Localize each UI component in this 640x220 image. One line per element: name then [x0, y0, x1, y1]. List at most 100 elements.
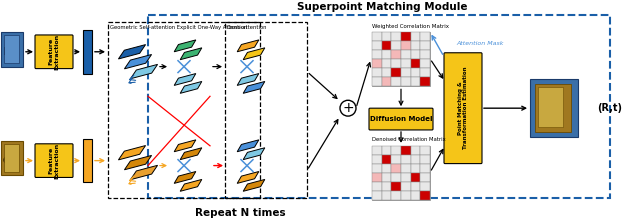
Bar — [420, 59, 430, 68]
Polygon shape — [118, 45, 145, 59]
Bar — [420, 164, 430, 173]
Bar — [381, 32, 391, 41]
Bar — [108, 22, 260, 198]
Text: +: + — [342, 101, 354, 115]
Bar — [391, 41, 401, 50]
FancyBboxPatch shape — [35, 35, 73, 69]
Bar — [372, 50, 381, 59]
Polygon shape — [124, 155, 152, 170]
Bar — [1, 141, 23, 176]
Circle shape — [340, 100, 356, 116]
Bar — [372, 146, 381, 155]
Polygon shape — [243, 81, 265, 93]
Bar — [420, 155, 430, 164]
Polygon shape — [237, 40, 259, 52]
FancyBboxPatch shape — [35, 144, 73, 178]
Bar — [411, 50, 420, 59]
Bar — [381, 173, 391, 182]
Text: Q: Q — [3, 156, 12, 166]
Bar — [372, 173, 381, 182]
Bar — [391, 59, 401, 68]
Polygon shape — [174, 40, 196, 52]
Polygon shape — [243, 180, 265, 191]
Text: P: P — [3, 47, 11, 57]
Bar — [530, 79, 578, 137]
Bar — [420, 32, 430, 41]
Bar — [391, 146, 401, 155]
Bar — [372, 182, 381, 191]
Bar — [411, 32, 420, 41]
Bar — [4, 144, 19, 172]
Text: Attention Mask: Attention Mask — [456, 41, 504, 46]
Bar — [381, 182, 391, 191]
Polygon shape — [180, 81, 202, 93]
Polygon shape — [237, 140, 259, 152]
Polygon shape — [243, 148, 265, 160]
Bar — [420, 146, 430, 155]
Bar — [372, 155, 381, 164]
Bar — [401, 182, 411, 191]
Bar — [391, 191, 401, 200]
Bar — [391, 155, 401, 164]
Bar — [411, 59, 420, 68]
Bar — [83, 30, 92, 73]
Bar — [401, 146, 411, 155]
Bar — [381, 155, 391, 164]
Text: Superpoint Matching Module: Superpoint Matching Module — [297, 2, 467, 12]
Bar — [381, 146, 391, 155]
Bar — [381, 77, 391, 86]
Bar — [148, 15, 610, 198]
Bar — [83, 139, 92, 182]
Bar — [381, 191, 391, 200]
Bar — [381, 59, 391, 68]
Bar — [420, 50, 430, 59]
Polygon shape — [124, 55, 152, 69]
Polygon shape — [180, 148, 202, 160]
Polygon shape — [174, 73, 196, 85]
Polygon shape — [131, 64, 157, 79]
Polygon shape — [118, 145, 145, 160]
Bar — [372, 191, 381, 200]
Bar — [372, 77, 381, 86]
Bar — [391, 77, 401, 86]
Text: Cross-attention: Cross-attention — [227, 25, 268, 30]
Bar — [401, 68, 411, 77]
Polygon shape — [131, 165, 157, 180]
Bar — [401, 164, 411, 173]
Bar — [381, 50, 391, 59]
Polygon shape — [243, 48, 265, 60]
Bar — [420, 68, 430, 77]
Bar — [391, 164, 401, 173]
Bar — [372, 59, 381, 68]
Bar — [391, 32, 401, 41]
Bar — [372, 68, 381, 77]
Polygon shape — [174, 172, 196, 183]
Bar — [381, 41, 391, 50]
Bar — [420, 77, 430, 86]
Polygon shape — [180, 48, 202, 60]
Bar — [401, 77, 411, 86]
Polygon shape — [180, 180, 202, 191]
FancyBboxPatch shape — [444, 53, 482, 164]
Bar — [401, 59, 411, 68]
Bar — [411, 164, 420, 173]
Bar — [411, 155, 420, 164]
Bar — [401, 173, 411, 182]
Bar — [391, 182, 401, 191]
Polygon shape — [237, 73, 259, 85]
Text: Repeat N times: Repeat N times — [195, 208, 285, 218]
Bar — [225, 22, 307, 198]
Bar — [401, 32, 411, 41]
Bar — [1, 32, 23, 67]
Text: Diffusion Model: Diffusion Model — [370, 116, 432, 122]
Bar — [411, 146, 420, 155]
Text: Geometric Self-attention Explicit One-Way Attention: Geometric Self-attention Explicit One-Wa… — [110, 25, 247, 30]
Bar — [391, 50, 401, 59]
Bar — [538, 87, 563, 127]
Bar — [411, 77, 420, 86]
Bar — [411, 173, 420, 182]
Text: Feature
Extraction: Feature Extraction — [49, 34, 60, 70]
Bar — [372, 146, 430, 200]
Bar — [372, 32, 381, 41]
Bar — [381, 68, 391, 77]
